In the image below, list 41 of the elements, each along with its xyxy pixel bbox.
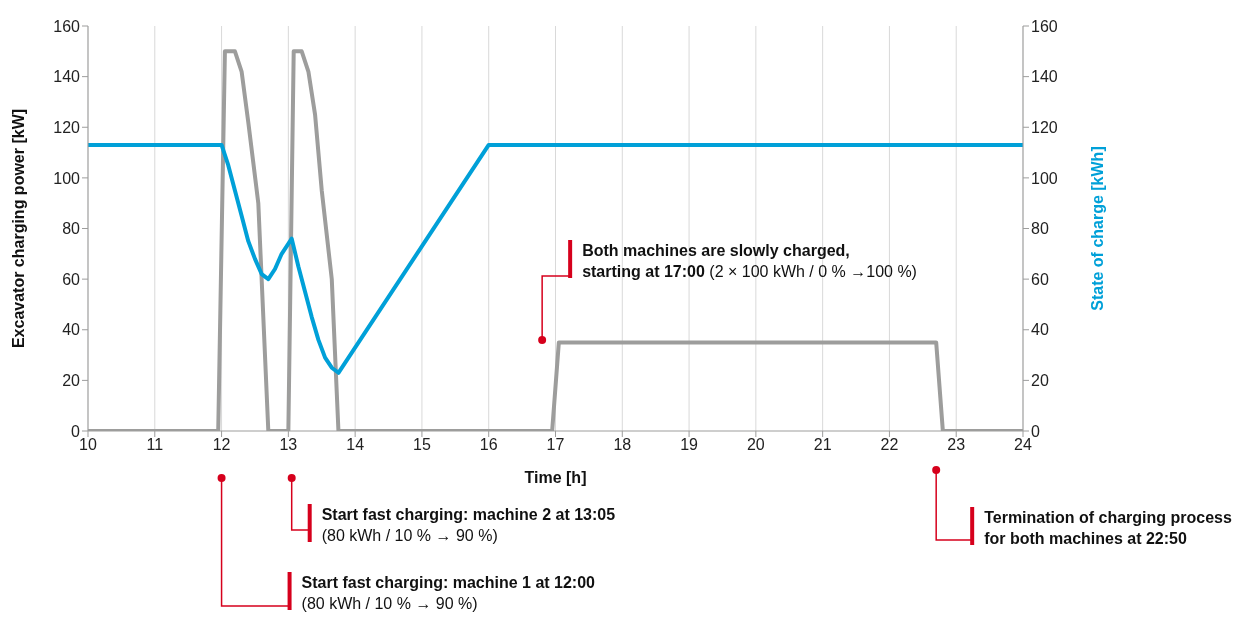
y-tick-label: 40 [62,321,81,339]
y-axis-title: Excavator charging power [kW] [9,108,27,349]
line-series [88,142,1023,375]
x-tick-label: 15 [413,436,431,454]
y2-tick-label: 100 [1031,169,1058,187]
y2-tick-label: 20 [1031,372,1049,390]
y2-tick-label: 120 [1031,118,1058,136]
x-tick-label: 17 [546,436,565,454]
y-tick-label: 80 [62,220,81,238]
x-tick-label: 11 [146,436,164,454]
y-tick-label: 100 [53,169,81,187]
x-tick-label: 24 [1014,436,1032,454]
x-axis-title: Time [h] [524,469,587,486]
x-tick-label: 12 [212,436,231,454]
y2-axis-title: State of charge [kWh] [1088,146,1106,311]
x-tick-label: 13 [279,436,298,454]
x-tick-label: 23 [947,436,966,454]
x-tick-label: 22 [880,436,899,454]
y-tick-label: 0 [71,422,81,440]
y2-tick-label: 60 [1031,270,1049,288]
y2-tick-label: 160 [1031,17,1058,35]
x-tick-label: 19 [680,436,699,454]
x-tick-label: 10 [79,436,97,454]
y-tick-label: 60 [62,270,81,288]
y2-tick-label: 80 [1031,220,1049,238]
x-tick-label: 14 [346,436,365,454]
y-tick-label: 160 [53,17,81,35]
x-tick-label: 20 [746,436,765,454]
y2-tick-label: 0 [1031,422,1040,440]
x-tick-label: 21 [813,436,832,454]
y-tick-label: 20 [62,372,81,390]
text: Termination of charging process for both machines at 22:50 [984,509,1233,547]
y-tick-label: 120 [53,118,81,136]
text: Start fast charging: machine 1 at 12:00 (80 kWh / 10 % → 90 %) [301,574,596,612]
y2-tick-label: 40 [1031,321,1049,339]
text: Start fast charging: machine 2 at 13:05 (80 kWh / 10 % → 90 %) [321,506,616,544]
x-tick-label: 16 [479,436,498,454]
y-tick-label: 140 [53,68,81,86]
x-tick-label: 18 [613,436,632,454]
y2-tick-label: 140 [1031,68,1058,86]
annotation: Both machines are slowly charged, starting at 17:00 (2 × 100 kWh / 0 % →100 %) [582,242,917,280]
